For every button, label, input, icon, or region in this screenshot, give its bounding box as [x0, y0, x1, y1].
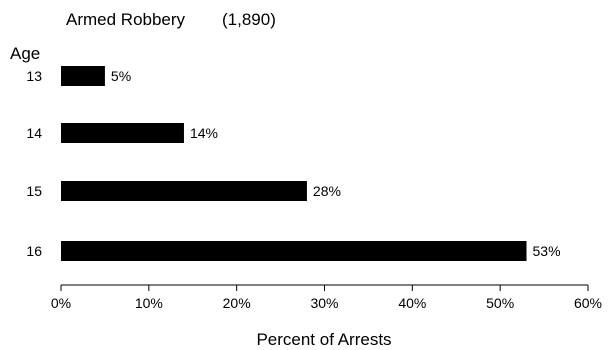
data-label: 14%: [190, 125, 218, 141]
x-axis-label: Percent of Arrests: [256, 330, 391, 349]
x-axis: 0% 10% 20% 30% 40% 50% 60%: [51, 284, 602, 311]
data-label: 5%: [111, 68, 131, 84]
bar: [61, 66, 105, 86]
x-tick-label: 40%: [398, 295, 426, 311]
data-label: 28%: [313, 183, 341, 199]
category-label: 14: [26, 125, 42, 141]
x-tick-label: 60%: [574, 295, 602, 311]
x-tick-label: 10%: [135, 295, 163, 311]
bar: [61, 241, 527, 261]
x-tick-label: 50%: [486, 295, 514, 311]
category-label: 15: [26, 183, 42, 199]
category-label: 16: [26, 243, 42, 259]
bar: [61, 123, 184, 143]
y-axis-label: Age: [10, 44, 40, 63]
x-tick-label: 0%: [51, 295, 71, 311]
chart-subtitle: (1,890): [222, 10, 276, 29]
x-tick-label: 30%: [310, 295, 338, 311]
category-label: 13: [26, 68, 42, 84]
bar: [61, 181, 307, 201]
x-tick-label: 20%: [223, 295, 251, 311]
bars-group: 13 5% 14 14% 15 28% 16 53%: [26, 66, 561, 261]
chart-title: Armed Robbery: [66, 10, 186, 29]
data-label: 53%: [533, 243, 561, 259]
